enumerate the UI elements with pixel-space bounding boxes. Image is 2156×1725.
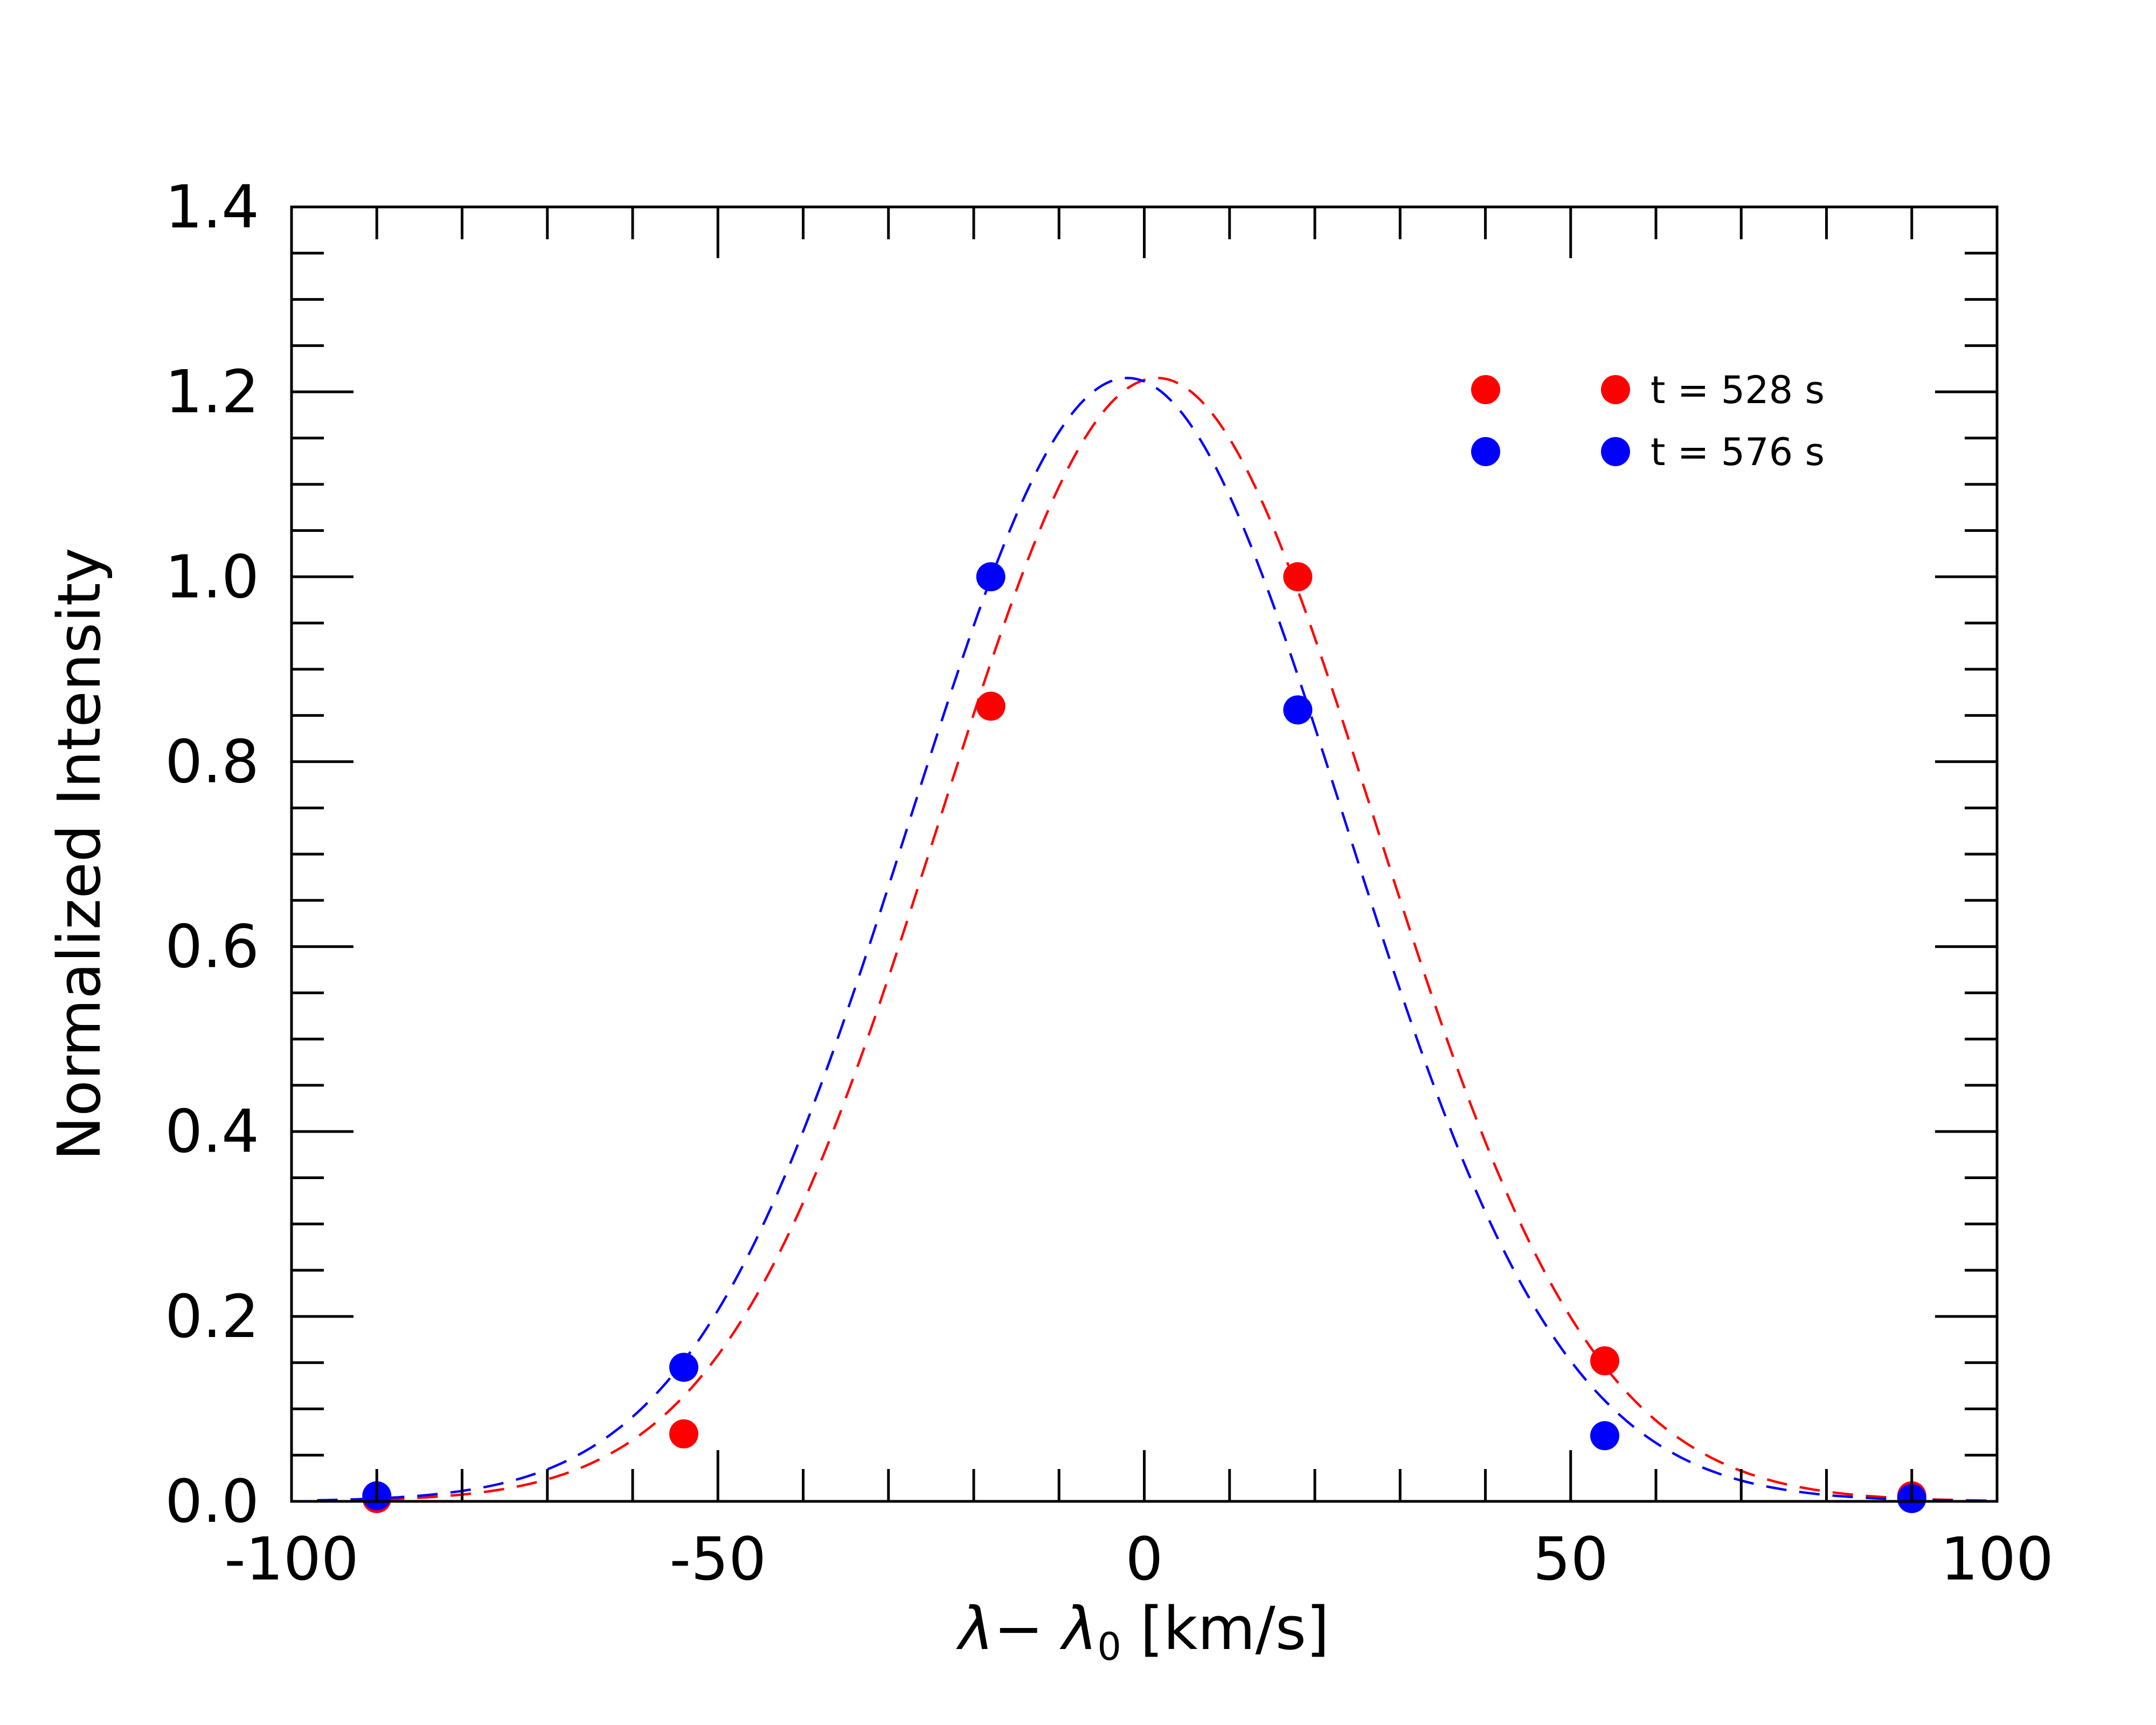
x-tick-label: -100: [224, 1525, 359, 1594]
x-axis-label-main: λ− λ: [956, 1594, 1097, 1663]
y-tick-label: 0.6: [165, 912, 259, 981]
x-tick-label: 0: [1126, 1525, 1163, 1594]
data-point-series-0: [976, 691, 1006, 721]
x-tick-label: 50: [1533, 1525, 1609, 1594]
legend-marker-t528-left: [1471, 375, 1500, 404]
data-point-series-1: [1283, 695, 1313, 725]
data-point-series-0: [1590, 1346, 1620, 1376]
data-point-series-1: [669, 1353, 698, 1382]
legend-label-t528: t = 528 s: [1651, 368, 1825, 412]
x-axis-label: λ− λ0 [km/s]: [956, 1594, 1329, 1669]
data-point-series-0: [1283, 562, 1313, 592]
y-tick-label: 0.2: [165, 1282, 259, 1351]
y-tick-label: 1.0: [165, 542, 259, 611]
legend-marker-t576-right: [1601, 437, 1630, 466]
fit-curve-series-1: [317, 377, 1998, 1502]
fit-curve-series-0: [317, 377, 1998, 1502]
data-point-series-0: [669, 1419, 698, 1449]
y-tick-label: 0.0: [165, 1467, 259, 1536]
x-axis-label-unit: [km/s]: [1121, 1594, 1329, 1663]
legend-marker-t528-right: [1601, 375, 1630, 404]
data-point-series-1: [976, 562, 1006, 592]
x-axis-label-subscript: 0: [1097, 1625, 1121, 1669]
y-tick-label: 1.4: [165, 172, 259, 241]
y-tick-label: 0.8: [165, 727, 259, 796]
legend-label-t576: t = 576 s: [1651, 430, 1825, 474]
data-point-series-1: [1590, 1421, 1620, 1451]
x-tick-label: 100: [1940, 1525, 2054, 1594]
x-tick-label: -50: [669, 1525, 766, 1594]
legend-marker-t576-left: [1471, 437, 1500, 466]
y-tick-label: 0.4: [165, 1097, 259, 1166]
y-tick-label: 1.2: [165, 357, 259, 426]
y-axis-label: Normalized Intensity: [45, 548, 114, 1161]
legend: t = 528 s t = 576 s: [1471, 368, 1825, 474]
